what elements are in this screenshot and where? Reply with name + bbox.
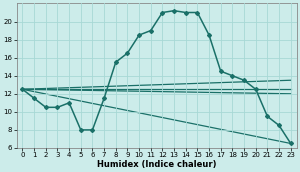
X-axis label: Humidex (Indice chaleur): Humidex (Indice chaleur): [97, 159, 216, 169]
